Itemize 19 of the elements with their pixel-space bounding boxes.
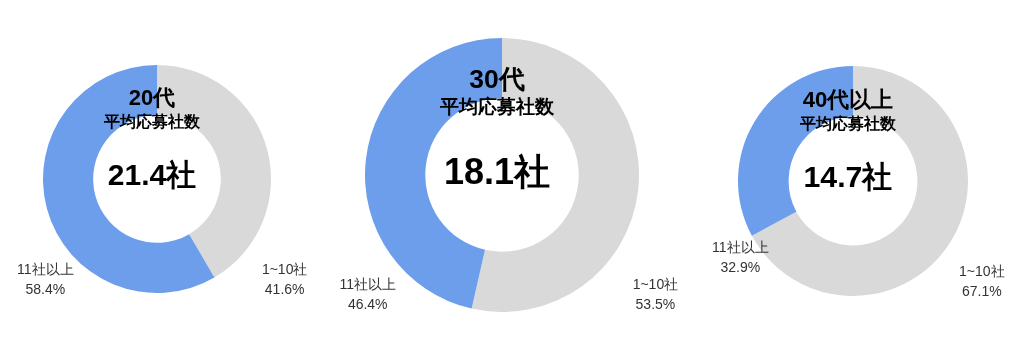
data-label: 67.1%	[961, 283, 1002, 300]
slice-label: 11社以上	[17, 260, 74, 277]
data-label: 53.5%	[635, 295, 676, 312]
slice-label: 11社以上	[712, 238, 769, 255]
text: 20代	[127, 85, 177, 111]
text: 30代	[468, 63, 526, 94]
text: 40代以上	[801, 86, 895, 112]
text: 14.7社	[802, 160, 894, 194]
data-label: 58.4%	[25, 280, 66, 297]
text: 18.1社	[442, 150, 552, 192]
slice-label: 1~10社	[959, 263, 1005, 280]
data-label: 32.9%	[720, 258, 761, 275]
slice-label: 1~10社	[261, 260, 308, 277]
slice-label: 1~10社	[632, 275, 679, 292]
text: 21.4社	[106, 158, 198, 192]
slice-label: 11社以上	[339, 275, 397, 292]
text: 平均応募社数	[799, 114, 897, 133]
data-label: 46.4%	[347, 295, 388, 312]
data-label: 41.6%	[264, 280, 305, 297]
